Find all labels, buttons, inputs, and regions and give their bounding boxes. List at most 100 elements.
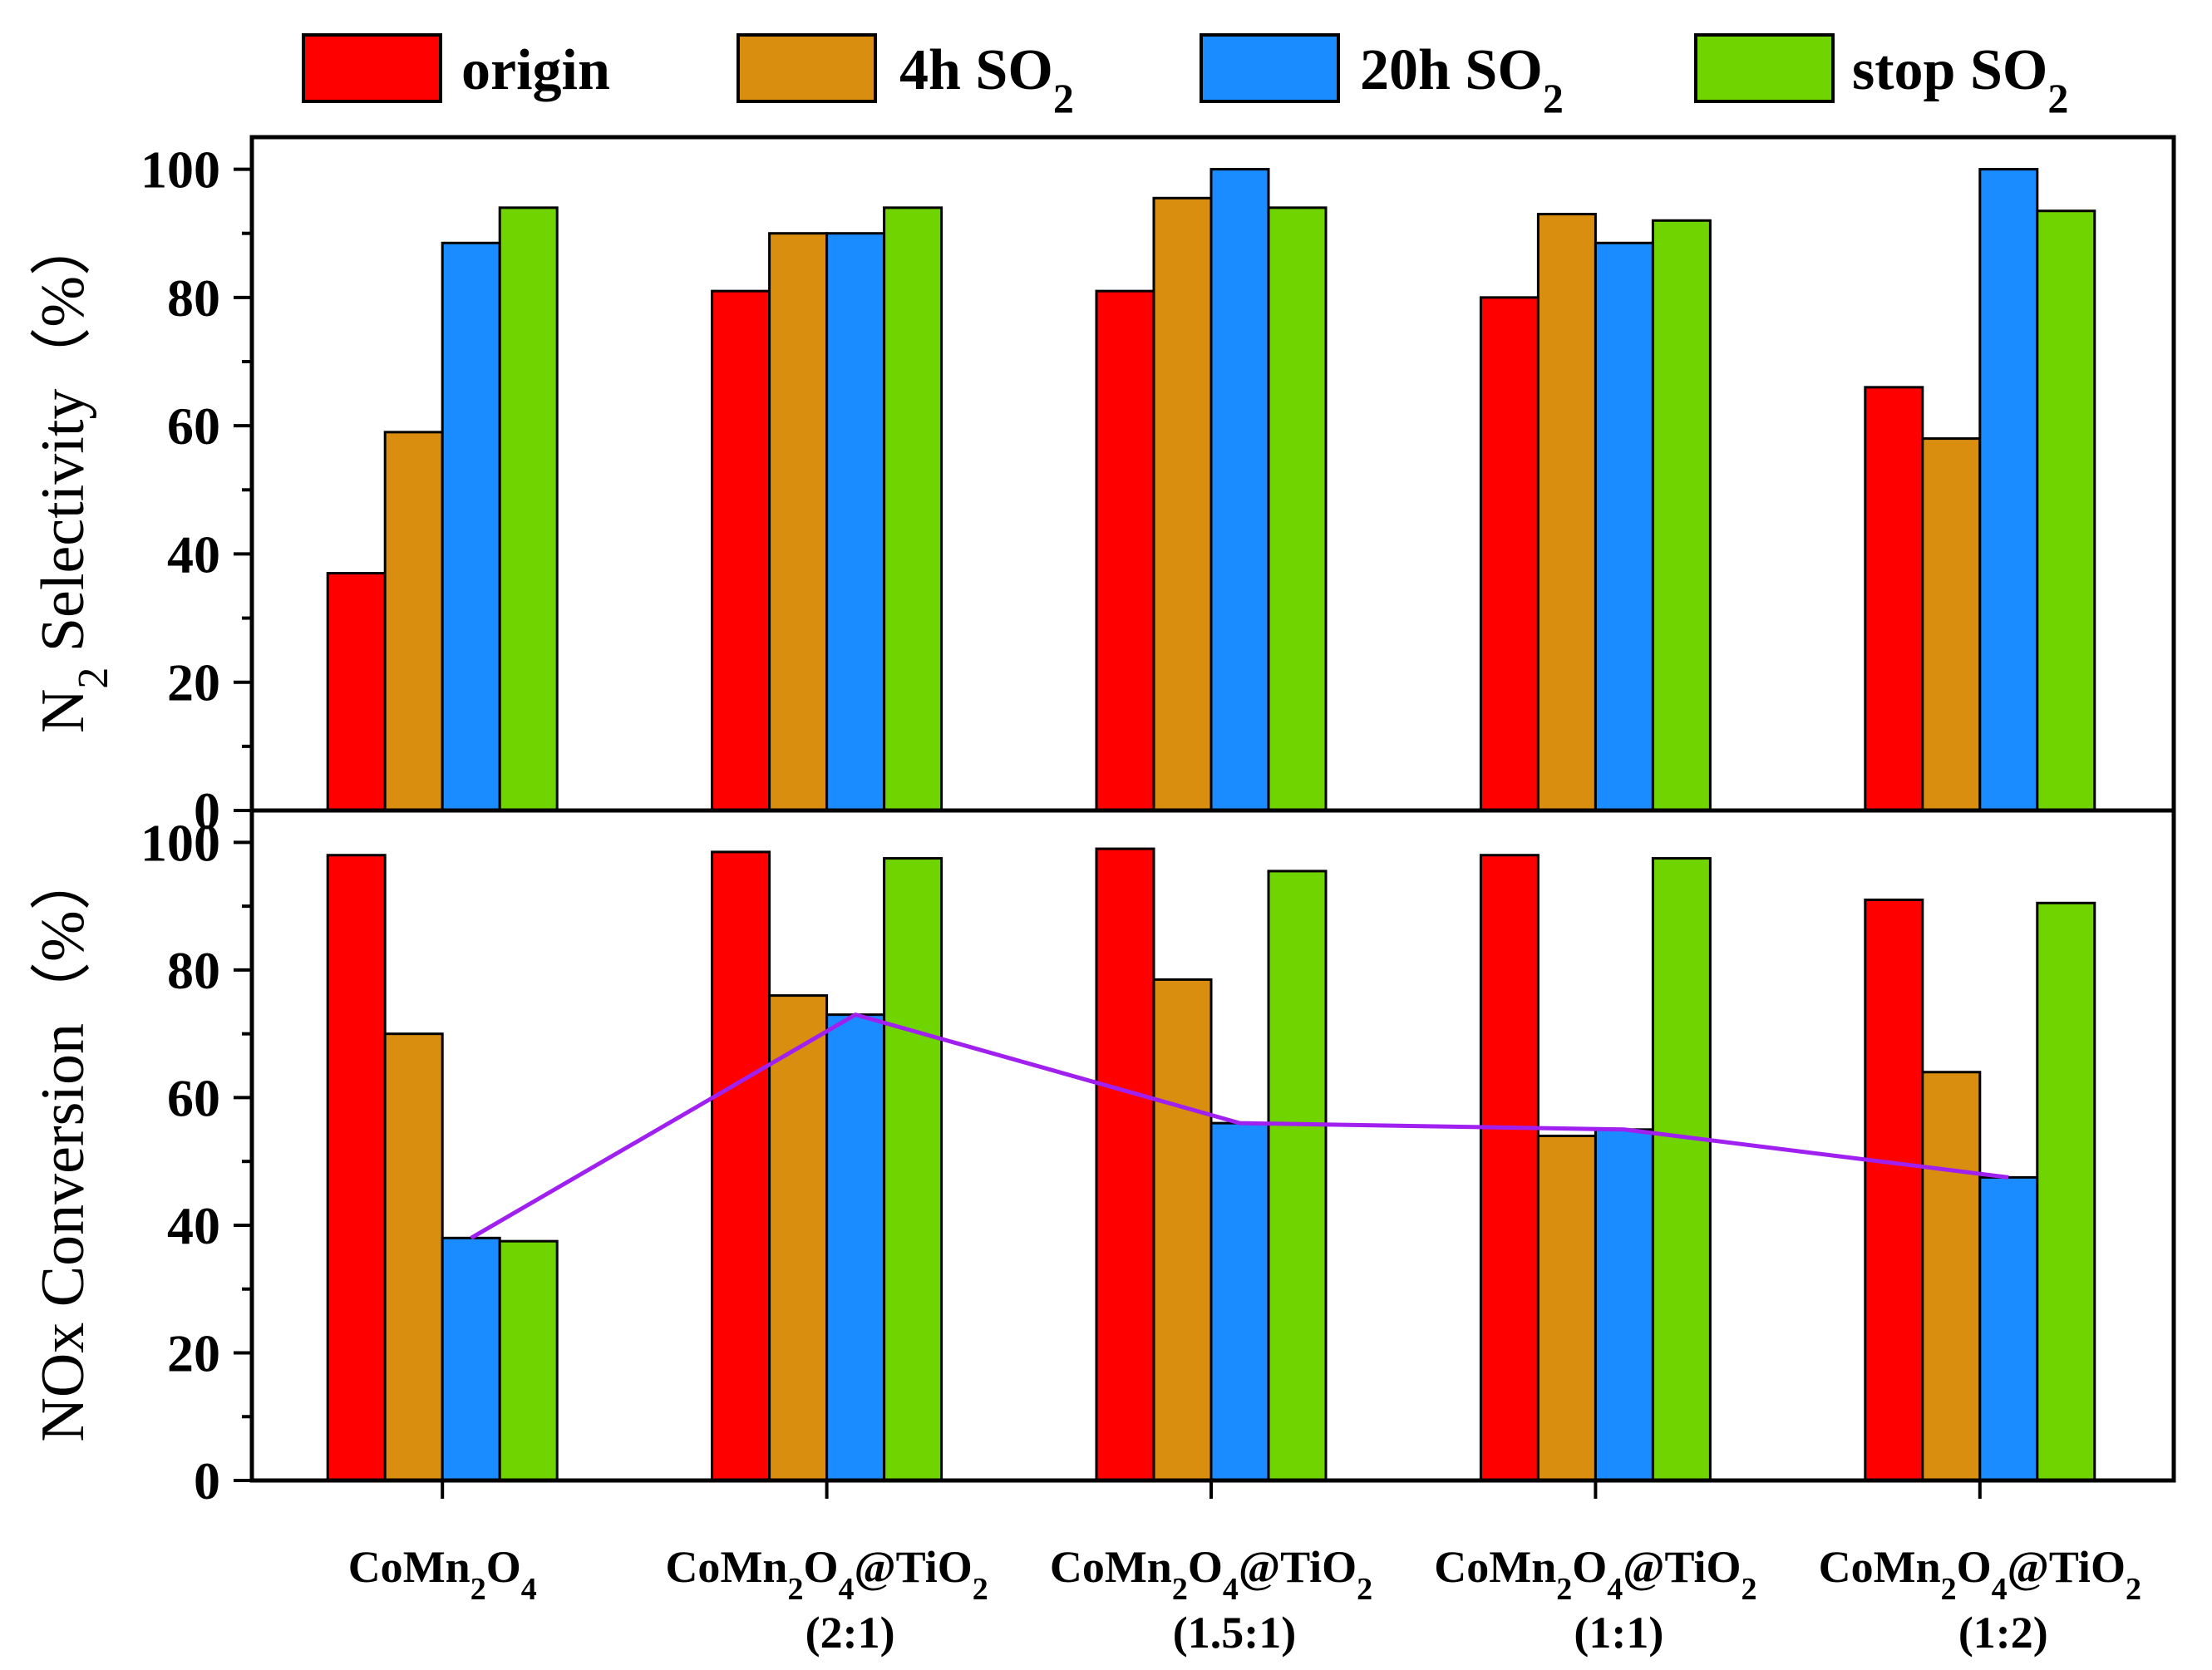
category-label-part-1-2: 2 <box>787 1572 803 1607</box>
bar-nox-conversion-s3-c4 <box>2036 901 2096 1482</box>
category-label-part-0-3: O <box>486 1542 521 1592</box>
bar-nox-conversion-s2-c0 <box>441 1236 501 1482</box>
category-label-part-1-5: @Ti <box>854 1542 937 1592</box>
category-label-3: CoMn2O4@TiO2 <box>1434 1542 1756 1607</box>
bar-n2-selectivity-s0-c0 <box>326 572 387 812</box>
category-label-part-4-0: Co <box>1819 1542 1874 1592</box>
legend-swatch-3 <box>1694 33 1835 103</box>
bar-n2-selectivity-s3-c2 <box>1267 206 1328 812</box>
bar-nox-conversion-s3-c1 <box>883 857 943 1482</box>
bar-n2-selectivity-s1-c0 <box>383 431 444 812</box>
category-label-part-2-0: Co <box>1050 1542 1105 1592</box>
category-label-part-2-3: O <box>1188 1542 1223 1592</box>
bar-nox-conversion-s1-c0 <box>383 1032 444 1482</box>
ytick-label-n2-selectivity-100: 100 <box>140 140 220 200</box>
legend-label-text-3: stop SO <box>1852 38 2047 102</box>
category-label-part-3-2: 2 <box>1556 1572 1572 1607</box>
ylabel-sub-n2-selectivity: 2 <box>70 668 117 689</box>
legend-label-3: stop SO2 <box>1852 38 2068 121</box>
panel-n2-selectivity: 0 20 40 60 80 100 N2 Selectivity（%） <box>29 135 2176 840</box>
bar-nox-conversion-s2-c3 <box>1594 1128 1654 1482</box>
bar-n2-selectivity-s3-c3 <box>1651 219 1712 812</box>
bar-nox-conversion-s1-c3 <box>1536 1134 1597 1482</box>
category-label-part-4-4: 4 <box>1992 1572 2008 1607</box>
bar-n2-selectivity-s2-c2 <box>1209 168 1270 812</box>
legend-swatch-2 <box>1200 33 1340 103</box>
panels: 0 20 40 60 80 100 N2 Selectivity（%） 0 20 40 60 80 10… <box>29 135 2176 1510</box>
category-label-part-3-7: 2 <box>1742 1572 1757 1607</box>
category-label-part-4-1: Mn <box>1874 1542 1941 1592</box>
trend-line-nox-conversion <box>470 1012 2009 1240</box>
category-sublabel-4: (1:2) <box>1958 1608 2048 1658</box>
legend-label-0: origin <box>461 38 610 102</box>
ytick-label-nox-conversion-80: 80 <box>167 941 220 1000</box>
bar-nox-conversion-s0-c2 <box>1095 847 1155 1482</box>
ylabel-post-n2-selectivity: Selectivity（%） <box>29 214 97 668</box>
bar-nox-conversion-s1-c4 <box>1921 1071 1982 1482</box>
bar-n2-selectivity-s1-c4 <box>1921 437 1982 812</box>
bar-n2-selectivity-s3-c4 <box>2036 209 2096 812</box>
category-label-part-2-7: 2 <box>1357 1572 1372 1607</box>
bar-nox-conversion-s2-c2 <box>1209 1121 1270 1482</box>
ylabel-n2-selectivity: N2 Selectivity（%） <box>29 214 117 733</box>
category-label-part-3-5: @Ti <box>1623 1542 1706 1592</box>
category-label-part-3-3: O <box>1572 1542 1607 1592</box>
category-label-part-1-4: 4 <box>838 1572 854 1607</box>
category-label-part-2-5: @Ti <box>1239 1542 1322 1592</box>
category-label-part-1-7: 2 <box>973 1572 988 1607</box>
legend-label-text-0: origin <box>461 38 610 102</box>
bar-nox-conversion-s3-c3 <box>1651 857 1712 1482</box>
bar-nox-conversion-s0-c4 <box>1864 898 1924 1482</box>
legend-label-text-1: 4h SO <box>899 38 1053 102</box>
bar-nox-conversion-s3-c2 <box>1267 869 1328 1482</box>
category-label-part-4-7: 2 <box>2126 1572 2141 1607</box>
legend: origin 4h SO2 20h SO2 stop SO2 <box>302 33 2068 121</box>
ylabel-pre-n2-selectivity: N <box>29 689 97 733</box>
ylabel-nox-conversion: NOx Conversion（%） <box>29 849 97 1441</box>
legend-label-1: 4h SO2 <box>899 38 1074 121</box>
category-label-part-2-2: 2 <box>1172 1572 1188 1607</box>
category-axis: CoMn2O4 CoMn2O4@TiO2(2:1)CoMn2O4@TiO2(1.5… <box>348 1480 2141 1658</box>
bar-nox-conversion-s2-c4 <box>1978 1175 2039 1482</box>
bar-nox-conversion-s0-c0 <box>326 854 387 1482</box>
category-label-part-2-4: 4 <box>1223 1572 1239 1607</box>
category-sublabel-1: (2:1) <box>805 1608 895 1658</box>
category-sublabel-2: (1.5:1) <box>1173 1608 1296 1658</box>
bar-n2-selectivity-s3-c0 <box>498 206 559 812</box>
category-label-part-1-6: O <box>938 1542 973 1592</box>
ytick-label-n2-selectivity-20: 20 <box>167 653 220 712</box>
category-label-2: CoMn2O4@TiO2 <box>1050 1542 1372 1607</box>
ytick-label-n2-selectivity-80: 80 <box>167 268 220 328</box>
bar-n2-selectivity-s0-c2 <box>1095 289 1155 812</box>
category-label-part-0-4: 4 <box>521 1572 537 1607</box>
ytick-label-nox-conversion-100: 100 <box>140 813 220 872</box>
bar-n2-selectivity-s2-c1 <box>825 232 886 812</box>
bar-nox-conversion-s3-c0 <box>498 1239 559 1482</box>
bar-nox-conversion-s2-c1 <box>825 1013 886 1482</box>
bar-n2-selectivity-s1-c3 <box>1536 213 1597 812</box>
legend-label-sub-2: 2 <box>1543 75 1564 121</box>
category-label-part-4-6: O <box>2091 1542 2126 1592</box>
ytick-label-nox-conversion-60: 60 <box>167 1068 220 1127</box>
bar-n2-selectivity-s2-c0 <box>441 241 501 812</box>
category-label-part-3-6: O <box>1707 1542 1742 1592</box>
panel-nox-conversion: 0 20 40 60 80 100 NOx Conversion（%） <box>29 808 2176 1510</box>
category-label-part-4-2: 2 <box>1941 1572 1957 1607</box>
bar-n2-selectivity-s0-c1 <box>711 289 771 812</box>
ytick-label-nox-conversion-0: 0 <box>194 1451 220 1510</box>
category-label-part-4-5: @Ti <box>2008 1542 2091 1592</box>
bar-n2-selectivity-s3-c1 <box>883 206 943 812</box>
bar-nox-conversion-s1-c2 <box>1152 978 1213 1482</box>
bar-nox-conversion-s1-c1 <box>768 994 829 1482</box>
category-label-part-0-2: 2 <box>470 1572 486 1607</box>
category-label-part-2-6: O <box>1322 1542 1357 1592</box>
bar-n2-selectivity-s1-c2 <box>1152 196 1213 812</box>
bar-n2-selectivity-s1-c1 <box>768 232 829 812</box>
category-label-part-3-0: Co <box>1434 1542 1489 1592</box>
category-label-part-0-0: Co <box>348 1542 403 1592</box>
category-label-0: CoMn2O4 <box>348 1542 537 1607</box>
ytick-label-n2-selectivity-0: 0 <box>194 781 220 840</box>
category-sublabel-3: (1:1) <box>1574 1608 1663 1658</box>
